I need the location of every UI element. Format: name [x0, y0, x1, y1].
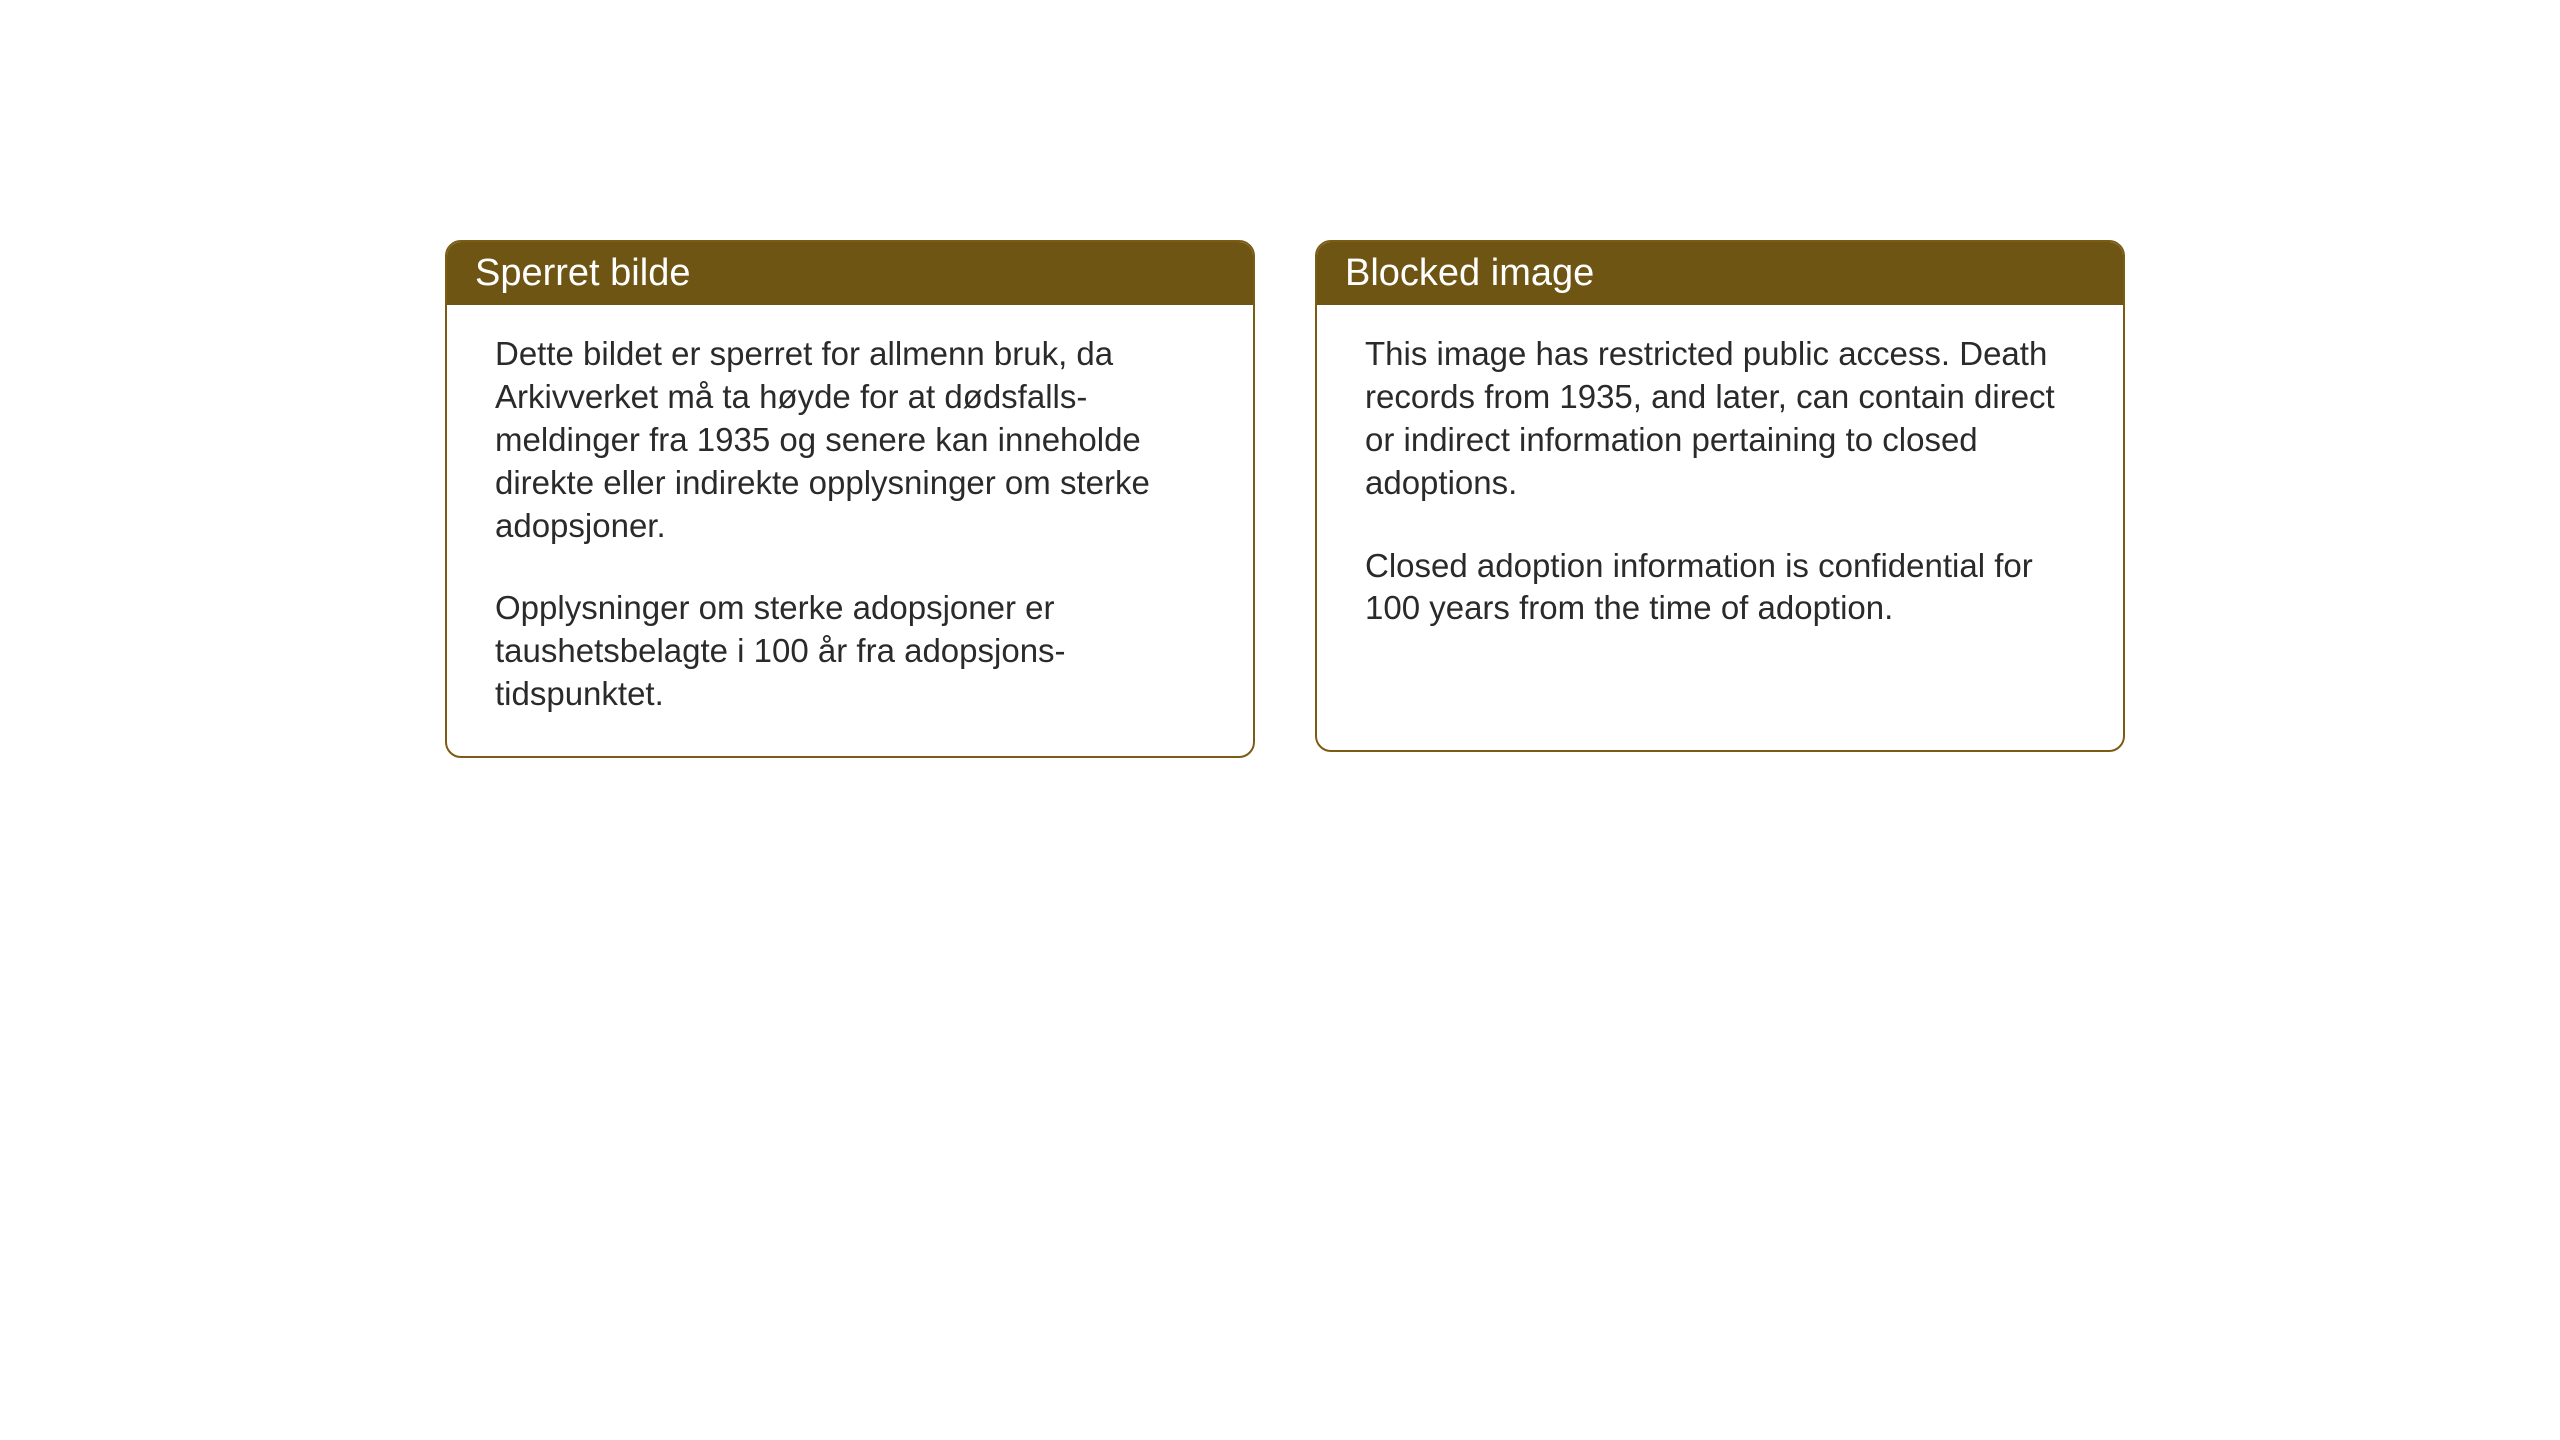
card-english: Blocked image This image has restricted …: [1315, 240, 2125, 752]
card-paragraph-norwegian-2: Opplysninger om sterke adopsjoner er tau…: [495, 587, 1205, 716]
card-header-norwegian: Sperret bilde: [447, 242, 1253, 305]
card-paragraph-english-1: This image has restricted public access.…: [1365, 333, 2075, 505]
card-body-norwegian: Dette bildet er sperret for allmenn bruk…: [447, 305, 1253, 756]
card-header-english: Blocked image: [1317, 242, 2123, 305]
card-paragraph-norwegian-1: Dette bildet er sperret for allmenn bruk…: [495, 333, 1205, 547]
card-norwegian: Sperret bilde Dette bildet er sperret fo…: [445, 240, 1255, 758]
card-body-english: This image has restricted public access.…: [1317, 305, 2123, 670]
card-paragraph-english-2: Closed adoption information is confident…: [1365, 545, 2075, 631]
cards-container: Sperret bilde Dette bildet er sperret fo…: [445, 240, 2125, 758]
card-title-norwegian: Sperret bilde: [475, 252, 690, 294]
card-title-english: Blocked image: [1345, 252, 1594, 294]
